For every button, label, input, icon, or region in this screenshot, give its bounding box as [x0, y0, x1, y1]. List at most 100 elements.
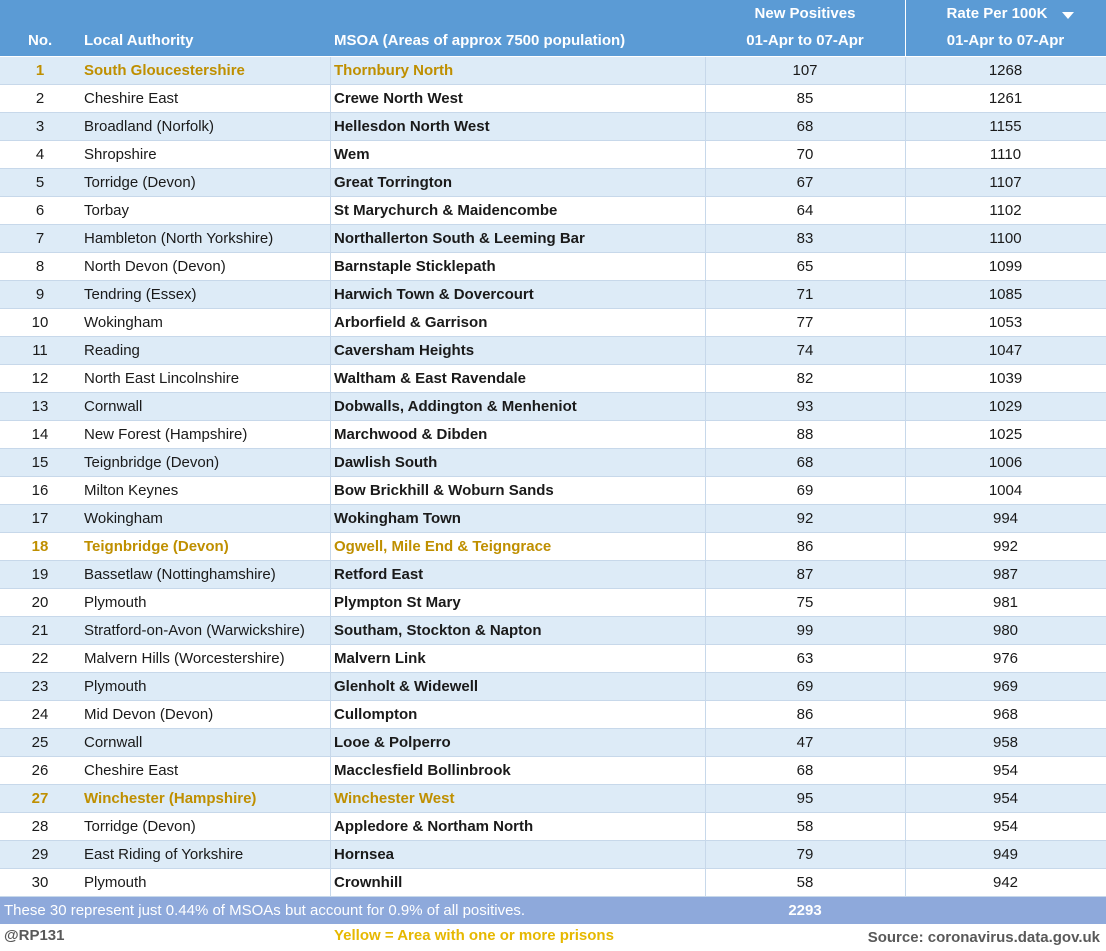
cell-new-positives: 64 [796, 202, 814, 219]
column-divider [330, 85, 331, 113]
column-divider [705, 169, 706, 197]
cell-local-authority: North Devon (Devon) [84, 258, 226, 275]
column-divider [330, 589, 331, 617]
cell-new-positives: 71 [796, 286, 814, 303]
column-divider [705, 701, 706, 729]
column-divider [905, 561, 906, 589]
legend: Yellow = Area with one or more prisons [334, 927, 614, 944]
cell-rate: 1102 [989, 202, 1022, 219]
cell-no: 10 [31, 314, 49, 331]
cell-new-positives: 67 [796, 174, 814, 191]
cell-no: 11 [32, 342, 48, 359]
column-divider [705, 113, 706, 141]
cell-rate: 954 [992, 818, 1019, 835]
cell-rate: 954 [992, 790, 1019, 807]
cell-local-authority: Plymouth [84, 594, 147, 611]
column-divider [330, 785, 331, 813]
cell-new-positives: 95 [796, 790, 814, 807]
column-divider [330, 225, 331, 253]
column-divider [905, 309, 906, 337]
column-divider [705, 253, 706, 281]
cell-local-authority: Bassetlaw (Nottinghamshire) [84, 566, 276, 583]
cell-msoa: Barnstaple Sticklepath [334, 258, 496, 275]
column-divider [330, 869, 331, 897]
column-divider [905, 477, 906, 505]
column-divider [330, 421, 331, 449]
table-row: 19 Bassetlaw (Nottinghamshire) Retford Eas… [0, 561, 1106, 589]
cell-no: 26 [31, 762, 49, 779]
cell-msoa: Looe & Polperro [334, 734, 451, 751]
cell-local-authority: Plymouth [84, 874, 147, 891]
column-divider [905, 85, 906, 113]
cell-msoa: Winchester West [334, 790, 455, 807]
header-msoa: MSOA (Areas of approx 7500 population) [334, 32, 626, 49]
header-rate-period: 01-Apr to 07-Apr [946, 32, 1065, 49]
table-row: 1 South Gloucestershire Thornbury North 107… [0, 57, 1106, 85]
cell-rate: 1006 [988, 454, 1023, 471]
cell-msoa: Hellesdon North West [334, 118, 490, 135]
column-divider [905, 281, 906, 309]
cell-local-authority: Shropshire [84, 146, 157, 163]
column-divider [905, 645, 906, 673]
column-divider [330, 841, 331, 869]
cell-new-positives: 88 [796, 426, 814, 443]
column-divider [705, 85, 706, 113]
cell-no: 24 [31, 706, 49, 723]
column-divider [705, 309, 706, 337]
cell-msoa: Dawlish South [334, 454, 438, 471]
table-row: 23 Plymouth Glenholt & Widewell 69 969 [0, 673, 1106, 701]
cell-msoa: Cullompton [334, 706, 418, 723]
cell-no: 29 [31, 846, 49, 863]
cell-rate: 949 [992, 846, 1019, 863]
cell-new-positives: 75 [796, 594, 814, 611]
cell-rate: 994 [992, 510, 1019, 527]
cell-rate: 1029 [988, 398, 1023, 415]
source: Source: coronavirus.data.gov.uk [867, 929, 1100, 946]
column-divider [905, 757, 906, 785]
column-divider [705, 393, 706, 421]
cell-new-positives: 58 [796, 818, 814, 835]
column-divider [705, 281, 706, 309]
cell-local-authority: Cheshire East [84, 762, 179, 779]
cell-new-positives: 99 [796, 622, 814, 639]
column-divider [330, 337, 331, 365]
cell-local-authority: Wokingham [84, 314, 163, 331]
cell-new-positives: 86 [796, 538, 814, 555]
column-divider [330, 365, 331, 393]
cell-no: 28 [31, 818, 49, 835]
table-row: 5 Torridge (Devon) Great Torrington 67 1107 [0, 169, 1106, 197]
cell-no: 13 [31, 398, 49, 415]
cell-rate: 958 [992, 734, 1019, 751]
cell-no: 6 [35, 202, 45, 219]
cell-new-positives: 68 [796, 118, 814, 135]
cell-new-positives: 93 [796, 398, 814, 415]
sort-arrow[interactable] [1061, 11, 1075, 21]
cell-rate: 1268 [988, 62, 1023, 79]
column-divider [905, 673, 906, 701]
cell-new-positives: 82 [796, 370, 814, 387]
column-divider [330, 729, 331, 757]
column-divider [905, 589, 906, 617]
cell-msoa: Crewe North West [334, 90, 463, 107]
column-divider [705, 841, 706, 869]
table-row: 12 North East Lincolnshire Waltham & East … [0, 365, 1106, 393]
cell-no: 15 [31, 454, 49, 471]
cell-local-authority: South Gloucestershire [84, 62, 245, 79]
column-divider [905, 253, 906, 281]
column-divider [330, 169, 331, 197]
column-divider [905, 813, 906, 841]
column-divider [705, 673, 706, 701]
column-divider [905, 393, 906, 421]
column-divider [330, 533, 331, 561]
column-divider [705, 57, 706, 85]
column-divider [705, 477, 706, 505]
cell-msoa: Caversham Heights [334, 342, 475, 359]
column-divider [905, 785, 906, 813]
column-divider [905, 337, 906, 365]
cell-no: 25 [31, 734, 49, 751]
cell-new-positives: 79 [796, 846, 814, 863]
footer-row: These 30 represent just 0.44% of MSOAs b… [0, 897, 1106, 924]
column-divider [905, 365, 906, 393]
cell-no: 21 [31, 622, 49, 639]
column-divider [330, 141, 331, 169]
